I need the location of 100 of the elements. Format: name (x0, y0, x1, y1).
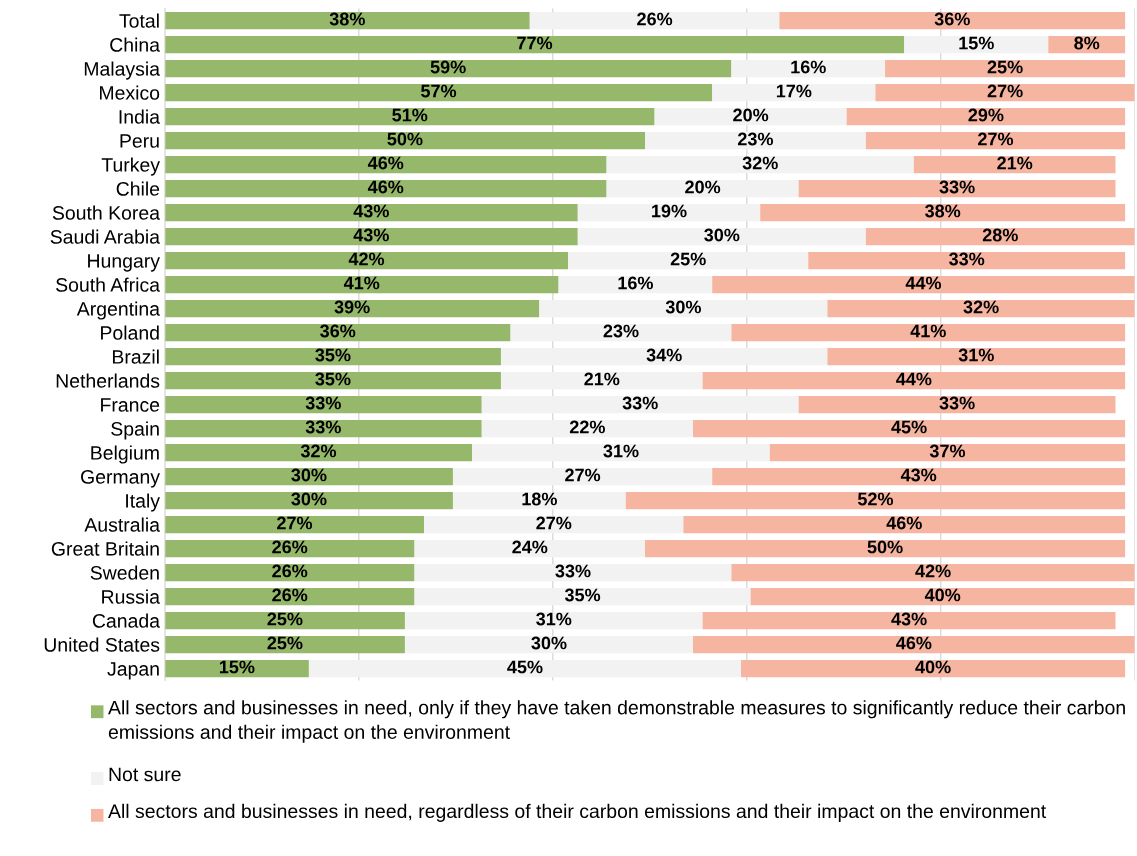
bar (164, 299, 540, 318)
data-label: 33% (622, 396, 658, 410)
data-label: 20% (733, 108, 769, 122)
data-label: 30% (665, 300, 701, 314)
data-label: 50% (387, 132, 423, 146)
bar (712, 83, 876, 102)
y-tick-label: Brazil (112, 349, 159, 364)
y-tick-label: Argentina (76, 301, 161, 320)
data-label: 44% (896, 372, 932, 386)
data-label: 40% (915, 660, 951, 674)
y-tick-label: United States (44, 637, 160, 652)
data-label: 17% (776, 84, 812, 98)
data-label: 51% (392, 108, 428, 122)
bar (702, 611, 1116, 630)
data-label: 26% (272, 540, 308, 554)
bar (712, 275, 1135, 294)
data-label: 18% (522, 492, 557, 506)
data-label: 25% (267, 612, 303, 626)
bar (404, 635, 694, 654)
y-tick-label: Canada (92, 613, 161, 628)
data-label: 15% (219, 660, 255, 674)
data-label: 30% (291, 492, 327, 506)
bar (568, 251, 809, 270)
bar (164, 467, 453, 486)
bar (798, 179, 1116, 198)
y-tick-label: South Africa (56, 277, 161, 292)
bar (414, 563, 732, 582)
y-tick-label: Total (119, 13, 159, 28)
data-label: 30% (531, 636, 567, 650)
data-label: 26% (272, 588, 308, 602)
bar (865, 131, 1126, 150)
bar (885, 59, 1126, 78)
data-label: 34% (646, 348, 682, 362)
data-label: 33% (305, 420, 341, 434)
legend-label: Not sure (109, 767, 181, 782)
y-tick-label: Spain (111, 421, 159, 440)
bar (712, 467, 1126, 486)
legend-label: All sectors and businesses in need, only if they have taken demonstrable measures to significantly reduce their carbon emissions and their impact on the environment (108, 700, 1125, 743)
bar (625, 491, 1126, 510)
bar (404, 611, 703, 630)
data-label: 33% (939, 396, 975, 410)
bar (750, 587, 1135, 606)
bar (702, 371, 1126, 390)
bar (808, 251, 1126, 270)
data-label: 26% (637, 12, 673, 26)
data-label: 22% (569, 420, 605, 434)
data-label: 45% (891, 420, 927, 434)
bar (472, 443, 770, 462)
data-label: 8% (1074, 36, 1100, 50)
y-tick-label: Japan (107, 662, 159, 680)
bar (731, 563, 1135, 582)
bar (481, 395, 799, 414)
data-label: 50% (867, 540, 903, 554)
y-tick-label: Turkey (101, 157, 160, 176)
y-tick-label: France (101, 398, 160, 412)
bar (904, 35, 1049, 54)
y-tick-label: Australia (84, 517, 161, 532)
bar (164, 107, 655, 126)
data-label: 27% (536, 516, 572, 530)
y-tick-label: Peru (120, 134, 159, 148)
bar (164, 635, 405, 654)
bar (846, 107, 1126, 126)
bar (693, 419, 1126, 438)
bar (164, 59, 732, 78)
bar (164, 515, 425, 534)
data-label: 33% (305, 396, 341, 410)
bar (164, 131, 645, 150)
data-label: 35% (315, 372, 351, 386)
data-label: 46% (367, 156, 404, 170)
data-label: 43% (353, 228, 389, 242)
data-label: 59% (430, 60, 466, 74)
bar (164, 371, 501, 390)
bar (500, 371, 703, 390)
data-label: 27% (987, 84, 1023, 98)
data-label: 31% (603, 444, 639, 458)
data-label: 30% (704, 228, 740, 242)
data-label: 16% (618, 276, 653, 290)
bar (164, 11, 530, 30)
data-label: 21% (584, 372, 620, 386)
bar (693, 635, 1135, 654)
bar (164, 179, 607, 198)
bar (606, 179, 799, 198)
bar (558, 275, 713, 294)
data-label: 41% (910, 324, 946, 338)
bar (164, 35, 905, 54)
data-label: 43% (891, 612, 927, 626)
data-label: 20% (685, 180, 721, 194)
bar (308, 659, 742, 678)
bar (164, 227, 578, 246)
data-label: 15% (959, 36, 994, 50)
data-label: 46% (886, 516, 922, 530)
legend-label: All sectors and businesses in need, regardless of their carbon emissions and their impact on the environment (108, 803, 1047, 822)
data-label: 33% (939, 180, 975, 194)
bar (481, 419, 694, 438)
y-tick-label: Russia (102, 589, 160, 604)
bar (741, 659, 1126, 678)
bar (164, 563, 415, 582)
data-label: 23% (603, 324, 639, 338)
data-label: 28% (982, 228, 1018, 242)
bar (779, 11, 1126, 30)
